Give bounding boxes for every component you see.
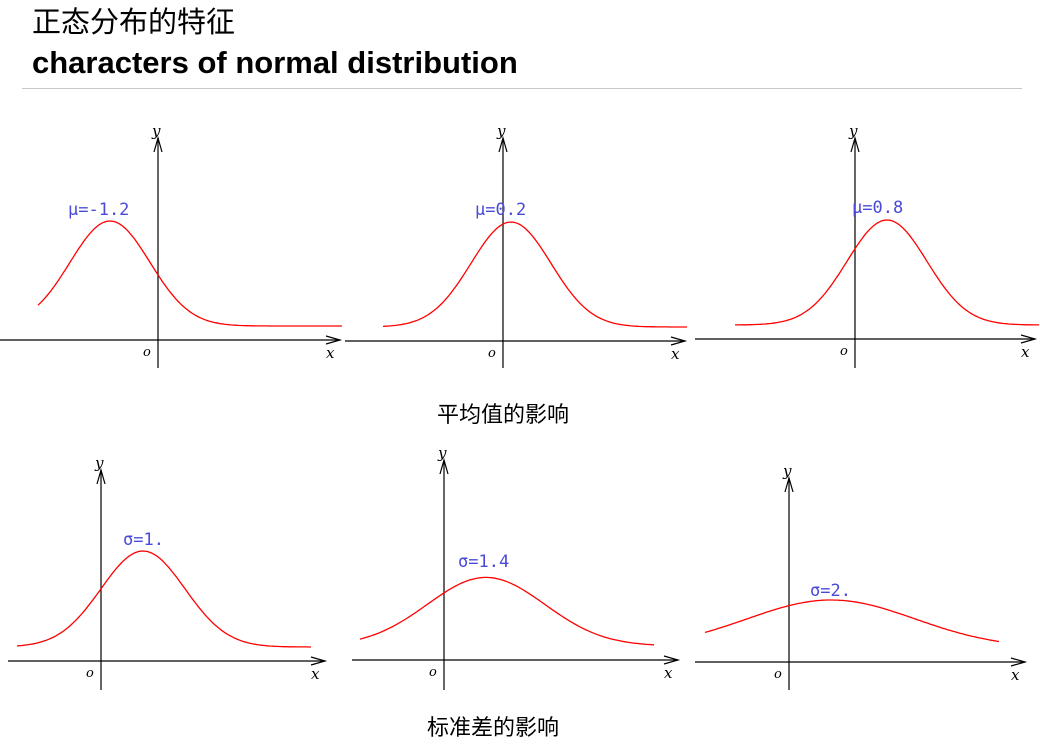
origin-label: o [840,344,848,359]
series-label: σ=2. [810,581,851,601]
chart-panel-5: x y o σ=1.4 [352,444,681,690]
x-axis-arrow [325,335,343,345]
chart-panel-1: x y o μ=-1.2 [0,122,343,368]
x-axis-label: x [671,345,680,363]
origin-label: o [86,666,94,681]
caption-mean-effect: 平均值的影响 [437,403,570,428]
y-axis-arrow [96,467,106,485]
x-axis-arrow [1020,334,1038,344]
series-curve [37,220,342,327]
chart-panel-3: x y o μ=0.8 [695,122,1039,368]
y-axis-arrow [784,475,794,493]
x-axis-label: x [311,665,320,683]
y-axis-arrow [439,457,449,475]
y-axis-label: y [151,122,161,140]
y-axis-label: y [94,454,104,472]
chart-panel-4: x y o σ=1. [8,454,328,690]
chart-panel-6: x y o σ=2. [695,462,1028,690]
y-axis-arrow [850,135,860,153]
series-label: σ=1. [123,530,164,550]
y-axis-label: y [848,122,858,140]
series-curve [382,221,687,328]
origin-label: o [429,665,437,680]
x-axis-arrow [310,656,328,666]
origin-label: o [774,667,782,682]
x-axis-arrow [663,655,681,665]
series-label: μ=0.8 [852,198,903,218]
series-label: μ=-1.2 [68,200,129,220]
series-curve [735,219,1039,326]
y-axis-label: y [437,444,447,462]
y-axis-arrow [153,135,163,153]
series-label: μ=0.2 [475,200,526,220]
x-axis-label: x [1011,666,1020,684]
series-curve [704,599,1000,643]
y-axis-arrow [498,135,508,153]
series-curve [359,576,655,646]
x-axis-arrow [1010,657,1028,667]
slide-title-chinese: 正态分布的特征 [32,5,236,39]
origin-label: o [143,345,151,360]
origin-label: o [488,346,496,361]
y-axis-label: y [496,122,506,140]
caption-sigma-effect: 标准差的影响 [427,716,560,741]
x-axis-label: x [664,664,673,682]
y-axis-label: y [782,462,792,480]
series-label: σ=1.4 [458,552,509,572]
chart-panel-2: x y o μ=0.2 [345,122,688,368]
x-axis-label: x [1021,343,1030,361]
x-axis-label: x [326,344,335,362]
title-divider [22,88,1022,89]
slide-title-english: characters of normal distribution [32,45,518,80]
x-axis-arrow [670,336,688,346]
series-curve [16,550,311,648]
